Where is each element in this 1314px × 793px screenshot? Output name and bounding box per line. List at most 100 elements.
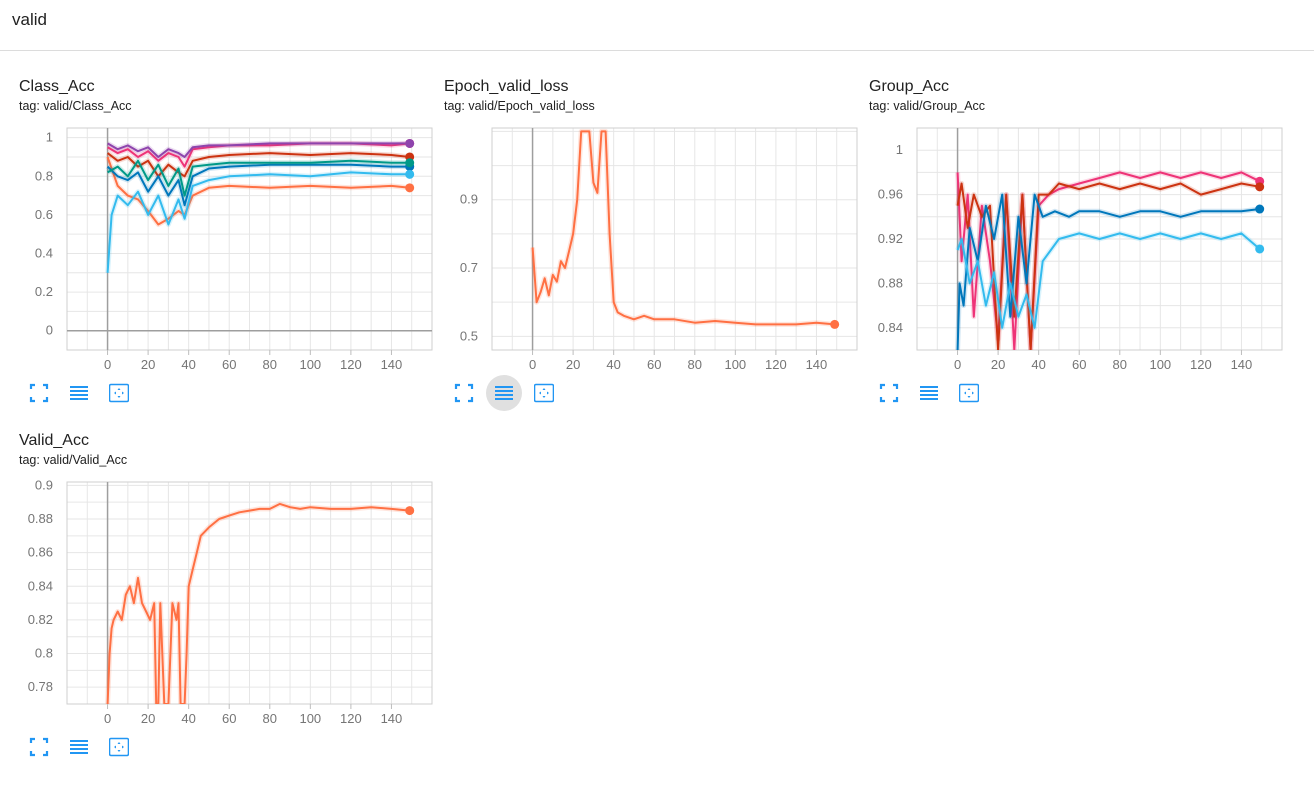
x-tick-label: 40 xyxy=(1031,357,1045,372)
x-tick-label: 60 xyxy=(647,357,661,372)
chart-card-class-acc: Class_Acc tag: valid/Class_Acc 0 20 40 60 80… xyxy=(19,78,439,423)
y-tick-label: 1 xyxy=(46,130,53,145)
plot-frame xyxy=(491,127,858,351)
y-tick-label: 0.96 xyxy=(878,187,903,202)
series-end-point xyxy=(1255,244,1265,254)
chart-card-valid-acc: Valid_Acc tag: valid/Valid_Acc 0 20 40 60 80… xyxy=(19,432,439,777)
section-divider xyxy=(0,50,1314,51)
card-title: Group_Acc xyxy=(869,78,950,95)
series-line xyxy=(106,163,410,207)
data-range-icon xyxy=(109,737,129,757)
chart-plot-group-acc[interactable]: 0 20 40 60 80 100 120 140 0.84 0.88 0.92 0.96 1 xyxy=(869,118,1284,373)
y-tick-label: 0.84 xyxy=(878,320,903,335)
x-tick-label: 40 xyxy=(606,357,620,372)
series-group xyxy=(105,501,410,704)
fit-screen-button[interactable] xyxy=(446,375,482,411)
data-range-icon xyxy=(534,383,554,403)
fit-screen-icon xyxy=(29,383,49,403)
chart-plot-class-acc[interactable]: 0 20 40 60 80 100 120 140 0 0.2 0.4 0.6 0.8 1 xyxy=(19,118,434,373)
x-tick-label: 140 xyxy=(381,711,403,726)
series-line xyxy=(956,232,1261,329)
y-tick-label: 0.5 xyxy=(460,328,478,343)
x-tick-label: 120 xyxy=(1190,357,1212,372)
x-tick-label: 80 xyxy=(1113,357,1127,372)
y-tick-label: 0.6 xyxy=(35,207,53,222)
y-tick-label: 0.88 xyxy=(28,511,53,526)
series-group xyxy=(105,140,410,273)
series-line xyxy=(107,142,410,158)
y-tick-label: 0.88 xyxy=(878,275,903,290)
y-tick-label: 0.4 xyxy=(35,245,53,260)
list-icon xyxy=(920,386,938,400)
y-tick-label: 0.78 xyxy=(28,679,53,694)
list-button[interactable] xyxy=(61,375,97,411)
series-end-point xyxy=(405,506,415,516)
x-tick-label: 20 xyxy=(566,357,580,372)
x-tick-label: 120 xyxy=(340,711,362,726)
section-title: valid xyxy=(12,10,47,29)
grid xyxy=(66,482,433,705)
data-range-button[interactable] xyxy=(101,729,137,765)
data-range-icon xyxy=(109,383,129,403)
series-end-point xyxy=(1255,204,1265,214)
card-tag: tag: valid/Group_Acc xyxy=(869,99,986,113)
x-tick-label: 100 xyxy=(299,357,321,372)
series-end-point xyxy=(405,138,415,148)
series-end-point xyxy=(405,183,415,193)
data-range-button[interactable] xyxy=(951,375,987,411)
chart-toolbar xyxy=(444,375,584,411)
card-tag: tag: valid/Valid_Acc xyxy=(19,453,128,467)
fit-screen-icon xyxy=(29,737,49,757)
series-line xyxy=(107,159,410,197)
fit-screen-icon xyxy=(454,383,474,403)
series-raw-line xyxy=(105,501,410,704)
x-tick-label: 120 xyxy=(765,357,787,372)
fit-screen-icon xyxy=(879,383,899,403)
y-tick-label: 0.2 xyxy=(35,284,53,299)
list-button[interactable] xyxy=(911,375,947,411)
x-tick-label: 60 xyxy=(222,711,236,726)
data-range-button[interactable] xyxy=(101,375,137,411)
fit-screen-button[interactable] xyxy=(871,375,907,411)
y-tick-label: 0.9 xyxy=(460,192,478,207)
x-tick-label: 40 xyxy=(181,357,195,372)
x-tick-label: 120 xyxy=(340,357,362,372)
list-icon xyxy=(70,386,88,400)
fit-screen-button[interactable] xyxy=(21,375,57,411)
x-tick-label: 0 xyxy=(104,357,111,372)
x-tick-label: 100 xyxy=(1149,357,1171,372)
plot-frame xyxy=(66,127,433,351)
data-range-button[interactable] xyxy=(526,375,562,411)
x-tick-label: 20 xyxy=(141,357,155,372)
grid xyxy=(491,128,858,350)
x-tick-label: 140 xyxy=(381,357,403,372)
x-tick-label: 60 xyxy=(222,357,236,372)
card-title: Valid_Acc xyxy=(19,432,89,449)
list-icon xyxy=(70,740,88,754)
y-tick-label: 0.92 xyxy=(878,231,903,246)
y-tick-label: 0.9 xyxy=(35,477,53,492)
x-tick-label: 40 xyxy=(181,711,195,726)
data-range-icon xyxy=(959,383,979,403)
chart-plot-valid-acc[interactable]: 0 20 40 60 80 100 120 140 0.78 0.8 0.82 0.84 0.86 0.8… xyxy=(19,472,434,727)
chart-card-epoch-valid-loss: Epoch_valid_loss tag: valid/Epoch_valid_… xyxy=(444,78,864,423)
y-tick-label: 0.8 xyxy=(35,646,53,661)
list-button[interactable] xyxy=(486,375,522,411)
chart-toolbar xyxy=(869,375,1009,411)
series-raw-line xyxy=(530,128,835,327)
chart-plot-epoch-valid-loss[interactable]: 0 20 40 60 80 100 120 140 0.5 0.7 0.9 xyxy=(444,118,859,373)
fit-screen-button[interactable] xyxy=(21,729,57,765)
x-tick-label: 140 xyxy=(1231,357,1253,372)
chart-toolbar xyxy=(19,375,159,411)
list-button[interactable] xyxy=(61,729,97,765)
card-tag: tag: valid/Class_Acc xyxy=(19,99,132,113)
card-tag: tag: valid/Epoch_valid_loss xyxy=(444,99,595,113)
series-group xyxy=(955,169,1262,350)
x-tick-label: 0 xyxy=(954,357,961,372)
series-group xyxy=(530,128,835,327)
y-tick-label: 1 xyxy=(896,142,903,157)
x-tick-label: 0 xyxy=(104,711,111,726)
y-tick-label: 0.7 xyxy=(460,260,478,275)
x-tick-label: 100 xyxy=(299,711,321,726)
x-tick-label: 20 xyxy=(991,357,1005,372)
